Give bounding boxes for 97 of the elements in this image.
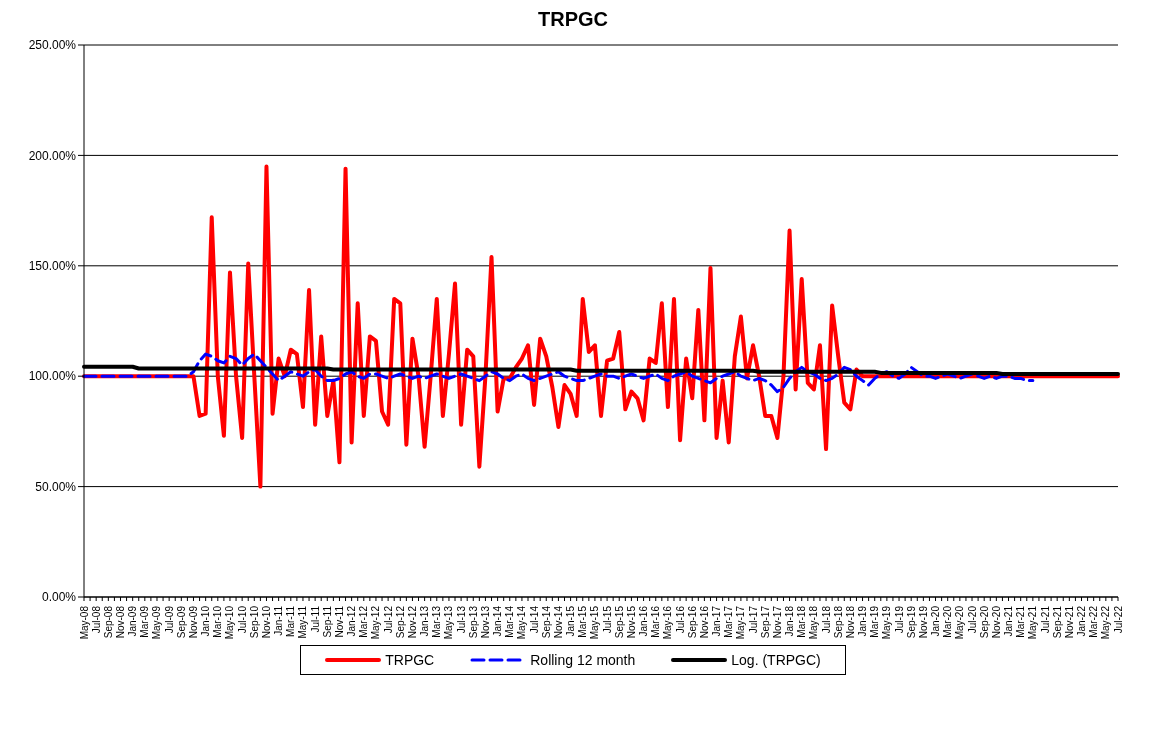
x-tick-label: Jul-19 xyxy=(893,605,905,634)
x-tick-label: May-22 xyxy=(1100,605,1112,640)
legend-label: Rolling 12 month xyxy=(530,652,636,668)
x-tick-label: Sep-14 xyxy=(540,605,552,639)
x-tick-label: Nov-11 xyxy=(333,605,345,638)
x-tick-label: Jul-20 xyxy=(966,605,978,634)
x-tick-label: Jan-09 xyxy=(127,605,139,637)
x-tick-label: Jul-11 xyxy=(309,605,321,633)
x-tick-label: Jan-22 xyxy=(1076,605,1088,637)
x-tick-label: Nov-15 xyxy=(625,605,637,639)
x-tick-label: Jul-22 xyxy=(1112,605,1124,634)
x-tick-label: Mar-21 xyxy=(1015,605,1027,638)
x-tick-label: Jan-14 xyxy=(492,605,504,637)
chart-title: TRPGC xyxy=(537,8,609,31)
x-tick-label: Nov-14 xyxy=(552,605,564,639)
x-tick-label: May-09 xyxy=(151,605,163,640)
x-tick-label: Jul-09 xyxy=(163,605,175,634)
x-tick-label: Jan-15 xyxy=(565,605,577,637)
x-tick-label: Jan-20 xyxy=(930,605,942,637)
y-tick-label: 50.00% xyxy=(35,479,77,494)
x-tick-label: Mar-13 xyxy=(431,605,443,638)
x-tick-label: Sep-11 xyxy=(321,605,333,638)
x-tick-label: May-11 xyxy=(297,605,309,639)
x-tick-label: Mar-11 xyxy=(285,605,297,637)
x-tick-label: Mar-20 xyxy=(942,605,954,638)
x-tick-label: Jul-21 xyxy=(1039,605,1051,634)
x-tick-label: Mar-09 xyxy=(139,605,151,638)
x-tick-label: Mar-18 xyxy=(796,605,808,638)
x-tick-label: Jul-15 xyxy=(601,605,613,634)
x-tick-label: May-15 xyxy=(589,605,601,640)
x-tick-label: Sep-16 xyxy=(686,605,698,639)
x-tick-label: Jan-17 xyxy=(711,605,723,637)
x-tick-label: May-12 xyxy=(370,605,382,640)
x-tick-label: Jan-10 xyxy=(200,605,212,637)
x-tick-label: Nov-21 xyxy=(1063,605,1075,639)
x-tick-label: Jan-13 xyxy=(419,605,431,637)
x-tick-label: Jan-21 xyxy=(1003,605,1015,637)
line-series xyxy=(82,352,1035,394)
x-tick-label: Sep-15 xyxy=(613,605,625,639)
x-tick-label: Sep-19 xyxy=(905,605,917,639)
x-tick-label: Mar-14 xyxy=(504,605,516,638)
y-tick-label: 200.00% xyxy=(28,148,77,163)
x-tick-label: Sep-10 xyxy=(248,605,260,639)
x-tick-label: Mar-10 xyxy=(212,605,224,638)
x-tick-label: May-17 xyxy=(735,605,747,640)
x-tick-label: Nov-20 xyxy=(990,605,1002,639)
x-tick-label: Sep-09 xyxy=(175,605,187,639)
x-tick-label: Jan-11 xyxy=(273,605,285,636)
x-tick-label: Nov-10 xyxy=(260,605,272,639)
x-tick-label: Sep-20 xyxy=(978,605,990,639)
x-tick-label: Nov-16 xyxy=(698,605,710,639)
x-tick-label: Mar-17 xyxy=(723,605,735,638)
x-tick-label: Jan-16 xyxy=(638,605,650,637)
x-tick-label: Nov-17 xyxy=(771,605,783,639)
x-tick-label: Jul-08 xyxy=(90,605,102,634)
x-tick-label: May-19 xyxy=(881,605,893,640)
x-tick-label: Mar-15 xyxy=(577,605,589,638)
x-tick-label: Jul-13 xyxy=(455,605,467,634)
x-tick-label: Sep-12 xyxy=(394,605,406,639)
x-tick-label: Mar-22 xyxy=(1088,605,1100,638)
x-tick-label: May-16 xyxy=(662,605,674,640)
x-tick-label: Jul-14 xyxy=(528,605,540,634)
x-tick-label: Sep-08 xyxy=(102,605,114,639)
x-tick-label: Jul-10 xyxy=(236,605,248,634)
x-tick-label: May-10 xyxy=(224,605,236,640)
x-tick-label: May-21 xyxy=(1027,605,1039,640)
x-tick-label: Sep-18 xyxy=(832,605,844,639)
x-tick-label: Jan-19 xyxy=(857,605,869,637)
x-tick-label: Jan-12 xyxy=(346,605,358,637)
y-tick-label: 150.00% xyxy=(28,259,77,274)
x-tick-label: May-13 xyxy=(443,605,455,640)
legend-label: Log. (TRPGC) xyxy=(731,652,821,668)
y-tick-label: 0.00% xyxy=(41,590,77,605)
x-tick-label: Nov-09 xyxy=(187,605,199,639)
x-tick-label: May-18 xyxy=(808,605,820,640)
x-tick-label: Jan-18 xyxy=(784,605,796,637)
x-tick-label: Mar-19 xyxy=(869,605,881,638)
x-tick-label: Sep-17 xyxy=(759,605,771,639)
x-tick-label: Sep-21 xyxy=(1051,605,1063,639)
x-tick-label: Nov-12 xyxy=(406,605,418,639)
x-tick-label: Mar-12 xyxy=(358,605,370,638)
x-tick-label: Nov-18 xyxy=(844,605,856,639)
y-tick-label: 250.00% xyxy=(28,38,77,53)
x-tick-label: May-20 xyxy=(954,605,966,640)
x-tick-label: May-14 xyxy=(516,605,528,640)
y-tick-label: 100.00% xyxy=(28,369,77,384)
x-tick-label: Nov-13 xyxy=(479,605,491,639)
x-tick-label: May-08 xyxy=(78,605,90,640)
x-tick-label: Sep-13 xyxy=(467,605,479,639)
x-tick-label: Jul-16 xyxy=(674,605,686,634)
x-tick-label: Jul-17 xyxy=(747,605,759,634)
x-tick-label: Nov-08 xyxy=(114,605,126,639)
x-tick-label: Nov-19 xyxy=(917,605,929,639)
legend-label: TRPGC xyxy=(385,652,435,668)
x-tick-label: Mar-16 xyxy=(650,605,662,638)
x-tick-label: Jul-18 xyxy=(820,605,832,634)
x-tick-label: Jul-12 xyxy=(382,605,394,634)
